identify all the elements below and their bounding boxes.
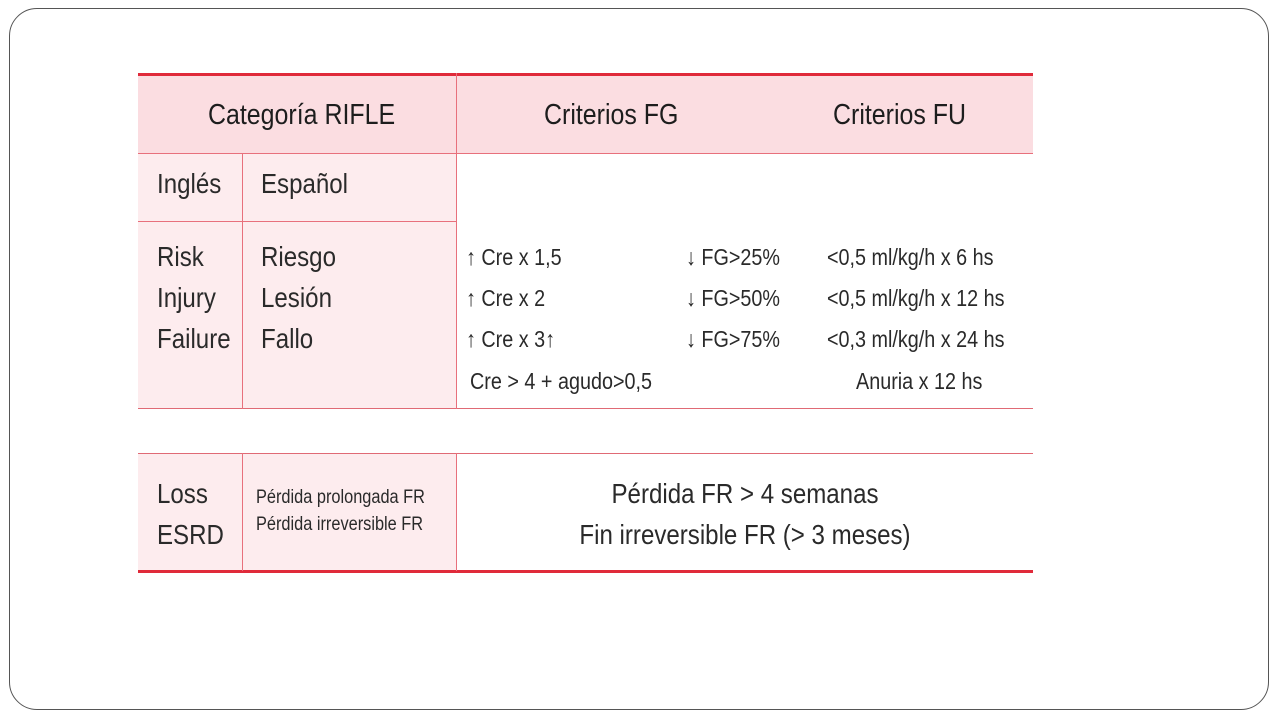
name-es-perdida-prolongada: Pérdida prolongada FR bbox=[256, 487, 425, 508]
fg-pct-injury: ↓ FG>50% bbox=[686, 285, 780, 311]
subheader-spanish: Español bbox=[261, 168, 349, 199]
divider-category-criteria bbox=[456, 73, 457, 409]
fg-cre-risk: ↑ Cre x 1,5 bbox=[466, 244, 562, 270]
header-fg: Criterios FG bbox=[544, 99, 679, 131]
subheader-rule bbox=[138, 221, 457, 222]
fu-failure: <0,3 ml/kg/h x 24 hs bbox=[827, 326, 1005, 352]
table-bottom-rule bbox=[138, 408, 1033, 409]
outcome-top-rule bbox=[138, 453, 1033, 454]
header-row-bg bbox=[138, 73, 1033, 153]
header-rule bbox=[138, 153, 1033, 154]
criterion-esrd: Fin irreversible FR (> 3 meses) bbox=[579, 519, 911, 550]
fg-pct-risk: ↓ FG>25% bbox=[686, 244, 780, 270]
spanish-names: Riesgo Lesión Fallo bbox=[261, 236, 336, 359]
fu-injury: <0,5 ml/kg/h x 12 hs bbox=[827, 285, 1005, 311]
outcome-english-bg bbox=[138, 453, 242, 571]
outcome-divider-category-criteria bbox=[456, 453, 457, 571]
name-es-perdida-irreversible: Pérdida irreversible FR bbox=[256, 514, 424, 535]
name-es-riesgo: Riesgo bbox=[261, 241, 336, 272]
table-top-rule bbox=[138, 73, 1033, 76]
fg-extra-criterion: Cre > 4 + agudo>0,5 bbox=[470, 368, 653, 394]
fg-cre-injury: ↑ Cre x 2 bbox=[466, 285, 546, 311]
outcome-english-names: Loss ESRD bbox=[157, 473, 224, 555]
outcome-divider-english-spanish bbox=[242, 453, 243, 571]
name-en-loss: Loss bbox=[157, 478, 208, 509]
rifle-table: Categoría RIFLE Criterios FG Criterios F… bbox=[138, 73, 1033, 413]
subheader-english: Inglés bbox=[157, 168, 222, 199]
name-en-failure: Failure bbox=[157, 323, 231, 354]
fg-cre-failure: ↑ Cre x 3↑ bbox=[466, 326, 556, 352]
outcome-table: Loss ESRD Pérdida prolongada FR Pérdida … bbox=[138, 453, 1033, 575]
outcome-bottom-rule bbox=[138, 570, 1033, 573]
fg-creatinine-criteria: ↑ Cre x 1,5 ↑ Cre x 2 ↑ Cre x 3↑ bbox=[466, 237, 562, 360]
outcome-criteria: Pérdida FR > 4 semanas Fin irreversible … bbox=[497, 473, 992, 555]
outcome-spanish-names: Pérdida prolongada FR Pérdida irreversib… bbox=[256, 484, 425, 538]
fu-extra-criterion: Anuria x 12 hs bbox=[856, 368, 983, 394]
outcome-spanish-bg bbox=[242, 453, 457, 571]
name-en-injury: Injury bbox=[157, 282, 216, 313]
name-en-risk: Risk bbox=[157, 241, 204, 272]
criterion-loss: Pérdida FR > 4 semanas bbox=[611, 478, 879, 509]
english-names: Risk Injury Failure bbox=[157, 236, 231, 359]
header-category: Categoría RIFLE bbox=[208, 99, 396, 131]
fu-risk: <0,5 ml/kg/h x 6 hs bbox=[827, 244, 994, 270]
fg-pct-failure: ↓ FG>75% bbox=[686, 326, 780, 352]
name-en-esrd: ESRD bbox=[157, 519, 224, 550]
spanish-column-bg bbox=[242, 153, 457, 409]
header-fu: Criterios FU bbox=[833, 99, 967, 131]
name-es-lesion: Lesión bbox=[261, 282, 332, 313]
fu-criteria: <0,5 ml/kg/h x 6 hs <0,5 ml/kg/h x 12 hs… bbox=[827, 237, 1005, 360]
divider-english-spanish bbox=[242, 153, 243, 409]
english-column-bg bbox=[138, 153, 242, 409]
fg-percent-criteria: ↓ FG>25% ↓ FG>50% ↓ FG>75% bbox=[686, 237, 780, 360]
name-es-fallo: Fallo bbox=[261, 323, 314, 354]
